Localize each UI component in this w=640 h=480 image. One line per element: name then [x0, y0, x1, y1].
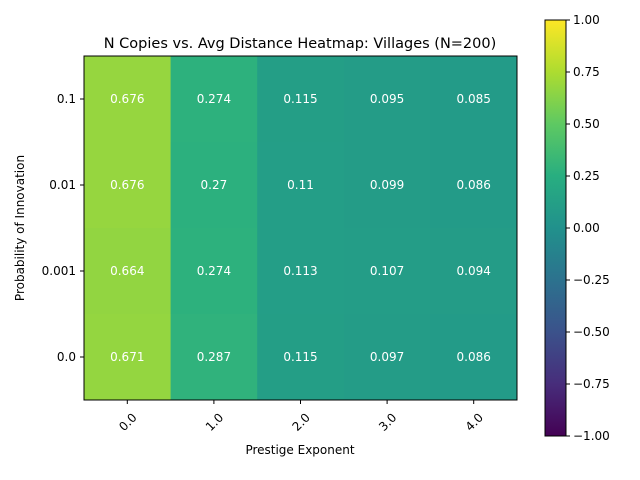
colorbar-tick-label: −0.50	[573, 325, 610, 339]
x-tick-label: 1.0	[203, 410, 226, 433]
colorbar-tick-label: 0.50	[573, 117, 600, 131]
cell-value-label: 0.113	[283, 264, 317, 278]
cell-value-label: 0.27	[201, 178, 228, 192]
y-tick-label: 0.1	[57, 92, 76, 106]
heatmap-cell	[343, 314, 431, 401]
heatmap-cell	[170, 314, 258, 401]
y-tick-label: 0.001	[42, 264, 76, 278]
cell-value-label: 0.676	[110, 92, 144, 106]
y-axis-ticks: 0.1 0.01 0.001 0.0	[42, 92, 84, 364]
cell-value-label: 0.274	[197, 92, 231, 106]
cell-value-label: 0.086	[457, 178, 491, 192]
heatmap-cell	[430, 314, 518, 401]
heatmap-cell	[430, 142, 518, 229]
heatmap-cell	[257, 228, 345, 315]
cell-value-label: 0.085	[457, 92, 491, 106]
cell-value-label: 0.095	[370, 92, 404, 106]
x-axis-ticks: 0.0 1.0 2.0 3.0 4.0	[116, 400, 486, 434]
y-tick-label: 0.01	[49, 178, 76, 192]
y-tick-label: 0.0	[57, 350, 76, 364]
colorbar-tick-label: −0.25	[573, 273, 610, 287]
x-tick-label: 2.0	[289, 410, 312, 433]
heatmap-cell	[84, 142, 172, 229]
colorbar-ticks: 1.00 0.75 0.50 0.25 0.00 −0.25 −0.50 −0.75 −1.00	[566, 13, 610, 443]
colorbar-tick-label: −1.00	[573, 429, 610, 443]
cell-value-label: 0.11	[287, 178, 314, 192]
colorbar-tick-label: 0.00	[573, 221, 600, 235]
heatmap-cell-labels: 0.676 0.274 0.115 0.095 0.085 0.676 0.27 0.11 0.…	[110, 92, 491, 364]
colorbar	[544, 19, 567, 437]
cell-value-label: 0.287	[197, 350, 231, 364]
colorbar-tick-label: 0.25	[573, 169, 600, 183]
heatmap-cell	[170, 142, 258, 229]
heatmap-cell	[257, 56, 345, 143]
heatmap-cell	[84, 56, 172, 143]
heatmap-cell	[84, 314, 172, 401]
colorbar-tick-label: −0.75	[573, 377, 610, 391]
cell-value-label: 0.274	[197, 264, 231, 278]
heatmap-cell	[343, 56, 431, 143]
cell-value-label: 0.676	[110, 178, 144, 192]
heatmap-cell	[170, 228, 258, 315]
heatmap-cell	[343, 142, 431, 229]
cell-value-label: 0.099	[370, 178, 404, 192]
heatmap-cell	[84, 228, 172, 315]
cell-value-label: 0.671	[110, 350, 144, 364]
x-tick-label: 4.0	[463, 410, 486, 433]
chart-title: N Copies vs. Avg Distance Heatmap: Villa…	[104, 36, 497, 52]
cell-value-label: 0.115	[283, 350, 317, 364]
cell-value-label: 0.115	[283, 92, 317, 106]
heatmap-cell	[257, 142, 345, 229]
cell-value-label: 0.086	[457, 350, 491, 364]
heatmap-cells	[84, 56, 518, 401]
y-axis-label: Probability of Innovation	[13, 155, 27, 301]
cell-value-label: 0.107	[370, 264, 404, 278]
heatmap-cell	[170, 56, 258, 143]
cell-value-label: 0.664	[110, 264, 144, 278]
colorbar-tick-label: 1.00	[573, 13, 600, 27]
x-axis-label: Prestige Exponent	[245, 443, 354, 457]
cell-value-label: 0.097	[370, 350, 404, 364]
cell-value-label: 0.094	[457, 264, 491, 278]
heatmap-cell	[430, 228, 518, 315]
colorbar-tick-label: 0.75	[573, 65, 600, 79]
heatmap-cell	[430, 56, 518, 143]
heatmap-cell	[257, 314, 345, 401]
x-tick-label: 0.0	[116, 410, 139, 433]
x-tick-label: 3.0	[376, 410, 399, 433]
heatmap-cell	[343, 228, 431, 315]
